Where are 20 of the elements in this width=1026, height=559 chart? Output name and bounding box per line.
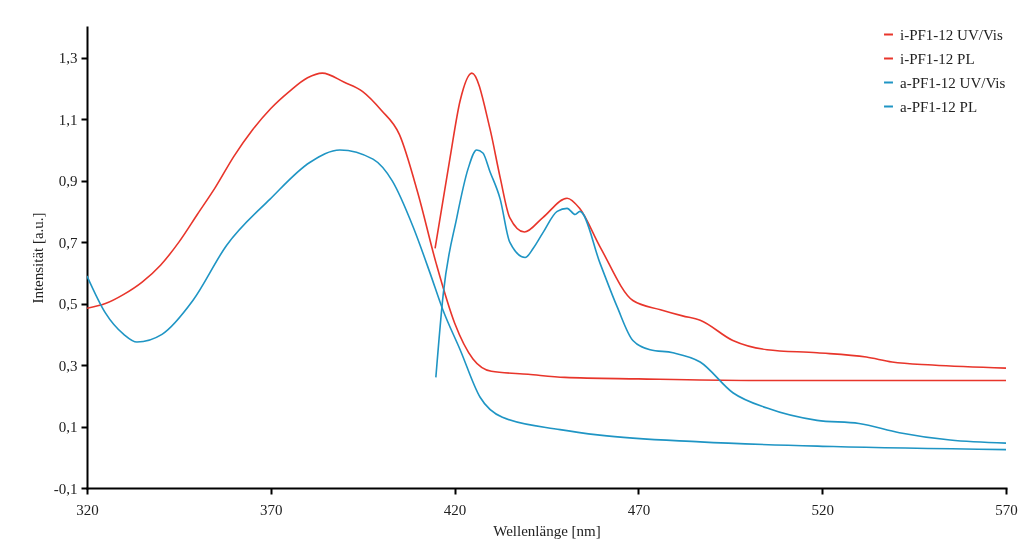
y-tick-label: 1,1 [58,111,78,128]
x-axis-title: Wellenlänge [nm] [493,522,601,539]
legend-label: i-PF1-12 PL [900,50,975,67]
x-tick-label: 470 [627,501,651,518]
x-tick-label: 570 [995,501,1018,518]
x-tick-label: 370 [260,501,283,518]
y-tick-label: 0,9 [58,173,78,190]
y-axis-title: Intensität [a.u.] [29,212,46,304]
legend-label: i-PF1-12 UV/Vis [900,26,1004,43]
y-tick-label: 0,5 [58,296,78,313]
legend-label: a-PF1-12 PL [900,98,978,115]
y-tick-label: -0,1 [53,480,78,497]
y-tick-label: 0,3 [58,357,78,374]
x-tick-label: 420 [443,501,467,518]
y-tick-label: 0,7 [58,234,78,251]
y-tick-label: 0,1 [58,419,78,436]
x-tick-label: 320 [76,501,99,518]
legend-label: a-PF1-12 UV/Vis [900,74,1006,91]
y-tick-label: 1,3 [58,50,78,67]
x-tick-label: 520 [811,501,834,518]
